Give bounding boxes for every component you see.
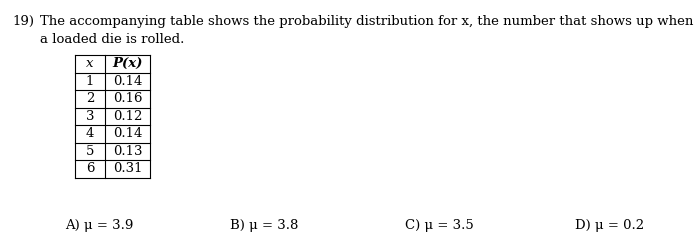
Text: 0.12: 0.12 xyxy=(113,110,142,123)
Text: 6: 6 xyxy=(85,162,94,175)
Text: 19): 19) xyxy=(12,15,34,28)
Text: The accompanying table shows the probability distribution for x, the number that: The accompanying table shows the probabi… xyxy=(40,15,694,28)
Text: 0.13: 0.13 xyxy=(113,145,142,158)
Text: 0.16: 0.16 xyxy=(113,92,142,105)
Text: 0.14: 0.14 xyxy=(113,127,142,140)
Text: 3: 3 xyxy=(85,110,94,123)
Text: B) μ = 3.8: B) μ = 3.8 xyxy=(230,219,298,232)
Text: 0.31: 0.31 xyxy=(113,162,142,175)
Text: C) μ = 3.5: C) μ = 3.5 xyxy=(405,219,474,232)
Text: D) μ = 0.2: D) μ = 0.2 xyxy=(575,219,644,232)
Text: x: x xyxy=(86,57,94,70)
Text: P(x): P(x) xyxy=(112,57,143,70)
Text: 5: 5 xyxy=(86,145,94,158)
Text: A) μ = 3.9: A) μ = 3.9 xyxy=(65,219,134,232)
Text: 0.14: 0.14 xyxy=(113,75,142,88)
Text: 4: 4 xyxy=(86,127,94,140)
Text: 2: 2 xyxy=(86,92,94,105)
Text: 1: 1 xyxy=(86,75,94,88)
Text: a loaded die is rolled.: a loaded die is rolled. xyxy=(40,33,184,46)
